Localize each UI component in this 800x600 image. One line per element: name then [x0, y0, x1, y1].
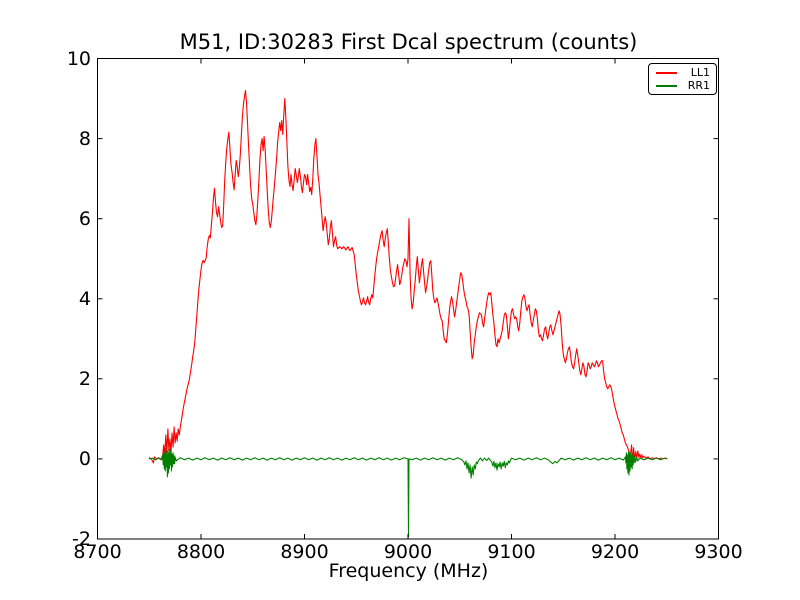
y-tick-label-2: 2 [78, 367, 91, 390]
legend-item-ll1: LL1 [656, 66, 710, 79]
x-tick-label-9200: 9200 [590, 541, 640, 563]
series-line-rr1 [148, 448, 668, 538]
x-tick-label-8800: 8800 [176, 541, 226, 563]
y-tick-label-4: 4 [78, 287, 91, 310]
legend-label-rr1: RR1 [687, 78, 710, 92]
x-tick-label-9100: 9100 [487, 541, 536, 563]
legend: LL1 RR1 [648, 63, 717, 95]
y-tick-label-0: 0 [78, 447, 91, 470]
chart-title: M51, ID:30283 First Dcal spectrum (count… [179, 30, 638, 54]
y-tick-label-6: 6 [78, 207, 91, 230]
x-tick-label-8700: 8700 [73, 541, 122, 563]
y-tick-label-10: 10 [66, 47, 91, 70]
x-tick-label-8900: 8900 [280, 541, 329, 563]
legend-item-rr1: RR1 [656, 79, 710, 92]
rr1-line-swatch [656, 84, 677, 87]
y-tick-label-8: 8 [78, 127, 91, 150]
x-tick-label-9300: 9300 [694, 541, 743, 563]
ll1-line-swatch [656, 71, 677, 74]
series-line-ll1 [148, 89, 668, 464]
x-tick-label-9000: 9000 [383, 541, 433, 563]
y-tick-label--2: -2 [72, 528, 91, 550]
x-axis-label: Frequency (MHz) [328, 560, 489, 582]
legend-label-ll1: LL1 [690, 65, 710, 79]
